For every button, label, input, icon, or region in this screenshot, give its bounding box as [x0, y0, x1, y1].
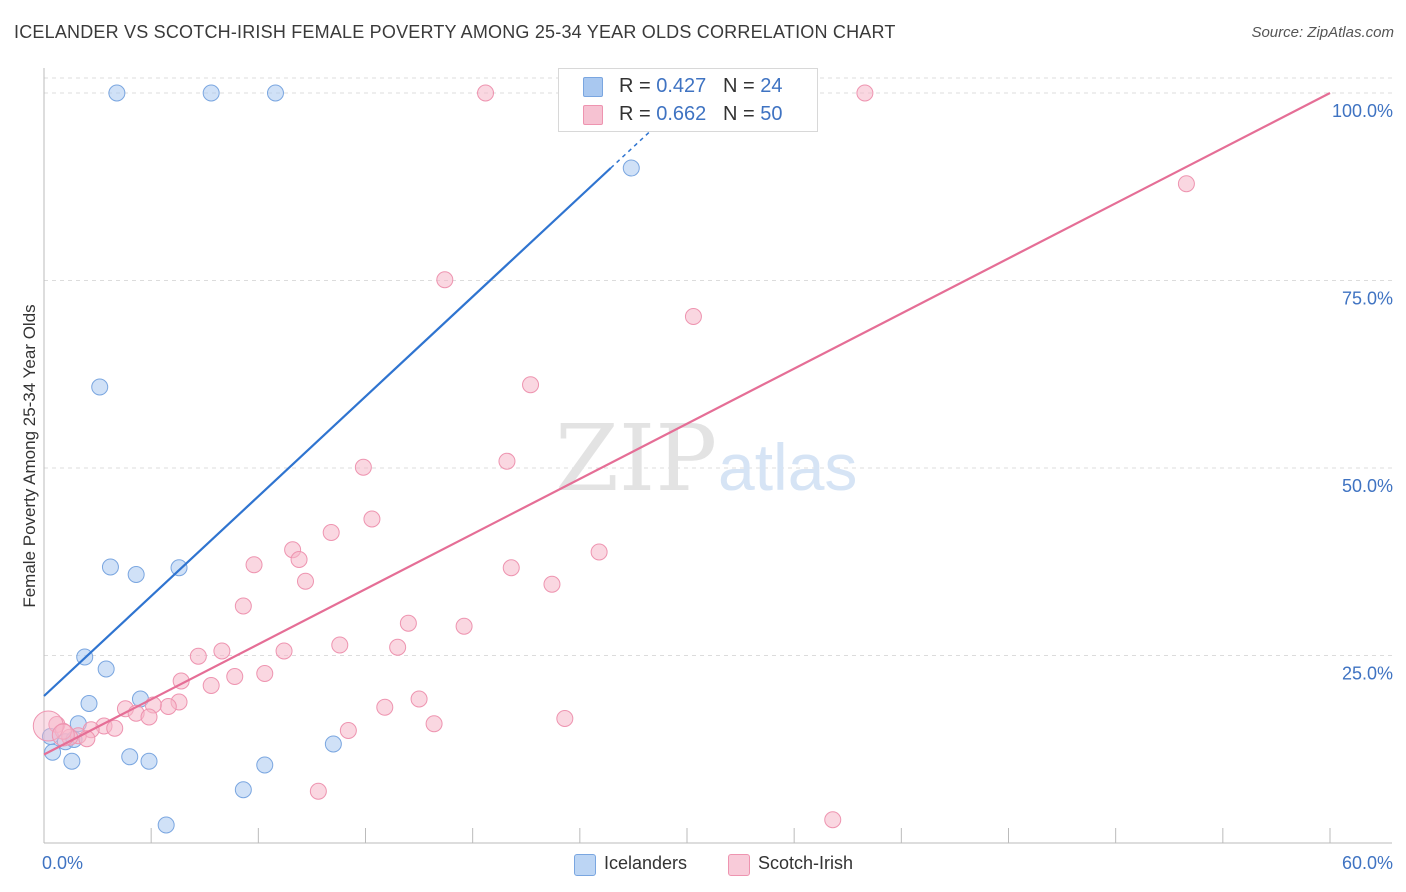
scotch-irish-point [226, 668, 244, 685]
icelander-trend-line [43, 167, 612, 697]
watermark-atlas: atlas [718, 430, 857, 504]
scotch-irish-point [275, 642, 293, 660]
scotch-irish-point [389, 638, 407, 656]
scotch-irish-point [399, 614, 417, 632]
y-tick-label: 100.0% [1332, 101, 1393, 121]
stats-legend: R = 0.427 N = 24 R = 0.662 N = 50 [558, 68, 818, 132]
icelander-point [256, 756, 274, 774]
tick-labels: 25.0% 50.0% 75.0% 100.0% 0.0% 60.0% [42, 101, 1393, 873]
scotch-irish-point [290, 551, 308, 568]
axes [43, 68, 1392, 844]
legend-text-scotch-irish: R = 0.662 N = 50 [619, 103, 782, 126]
scotch-irish-point [331, 636, 349, 654]
icelander-point [101, 558, 119, 576]
bottom-legend-swatch-icelanders [574, 854, 596, 876]
scotch-irish-point [339, 722, 357, 739]
legend-swatch-scotch-irish [583, 105, 603, 125]
icelander-point [108, 84, 126, 102]
scotch-irish-point [159, 698, 177, 715]
scotch-irish-point [543, 575, 561, 593]
icelander-point [157, 816, 175, 834]
legend-r-value: 0.427 [656, 74, 707, 97]
scotch-irish-point [455, 617, 473, 635]
scotch-irish-point [189, 647, 207, 665]
icelander-point [202, 84, 220, 102]
legend-n-label: N = [722, 74, 761, 97]
scotch-irish-point [363, 510, 381, 528]
chart-title: ICELANDER VS SCOTCH-IRISH FEMALE POVERTY… [14, 22, 896, 42]
x-tick-label: 0.0% [42, 853, 83, 873]
scotch-irish-point [322, 524, 340, 541]
legend-r-label: R = [619, 74, 657, 97]
scotch-irish-point [32, 710, 64, 742]
bottom-legend-label-scotch-irish: Scotch-Irish [758, 853, 854, 873]
legend-n-value: 24 [760, 74, 783, 97]
scotch-irish-point [590, 543, 608, 561]
scotch-irish-point [213, 642, 231, 660]
y-tick-label: 50.0% [1342, 476, 1393, 496]
y-tick-label: 25.0% [1342, 664, 1393, 684]
bottom-legend-swatch-scotch-irish [728, 854, 750, 876]
icelander-point [140, 752, 158, 770]
icelander-point [170, 559, 188, 577]
y-tick-label: 75.0% [1342, 289, 1393, 309]
legend-swatch-icelanders [583, 77, 603, 97]
legend-n-label: N = [722, 102, 761, 125]
bottom-legend-label-icelanders: Icelanders [604, 853, 688, 873]
icelander-point [324, 735, 342, 753]
icelander-point [80, 695, 98, 712]
source-label: Source: ZipAtlas.com [1251, 24, 1394, 41]
scotch-irish-point [376, 698, 394, 716]
legend-r-label: R = [619, 102, 657, 125]
x-tick-label: 60.0% [1342, 853, 1393, 873]
scotch-irish-point [522, 376, 540, 394]
scotch-irish-point [1177, 175, 1195, 193]
icelander-point [91, 378, 109, 396]
scotch-irish-point [106, 719, 124, 737]
scotch-irish-point [498, 452, 516, 470]
scotch-irish-point [477, 84, 495, 102]
icelander-point [266, 84, 284, 102]
scotch-irish-point [856, 84, 874, 102]
scotch-irish-point [436, 271, 454, 289]
scotch-irish-point [824, 811, 842, 829]
icelander-point [622, 159, 640, 177]
scotch-irish-point [425, 715, 443, 733]
scotch-irish-point [502, 559, 520, 577]
watermark: ZIP atlas [555, 405, 857, 512]
scotch-irish-point [234, 597, 252, 615]
scotch-irish-point [245, 556, 263, 574]
icelander-point [127, 566, 145, 583]
icelander-point [63, 752, 81, 770]
icelander-point [121, 748, 139, 766]
scotch-irish-point [51, 723, 75, 747]
scotch-irish-point [256, 665, 274, 682]
scotch-irish-trend-line [43, 92, 1331, 756]
scotch-irish-point [556, 710, 574, 727]
scotch-irish-point [309, 782, 327, 800]
legend-text-icelanders: R = 0.427 N = 24 [619, 75, 782, 98]
icelander-point [97, 660, 115, 678]
legend-r-value: 0.662 [656, 102, 707, 125]
scotch-irish-point [684, 308, 702, 325]
icelander-point [234, 781, 252, 799]
scotch-irish-point [296, 572, 314, 590]
scotch-irish-point [410, 690, 428, 708]
scotch-irish-point [354, 458, 372, 476]
scotch-irish-point [202, 677, 220, 694]
legend-n-value: 50 [760, 102, 783, 125]
scotch-irish-point [140, 708, 158, 726]
